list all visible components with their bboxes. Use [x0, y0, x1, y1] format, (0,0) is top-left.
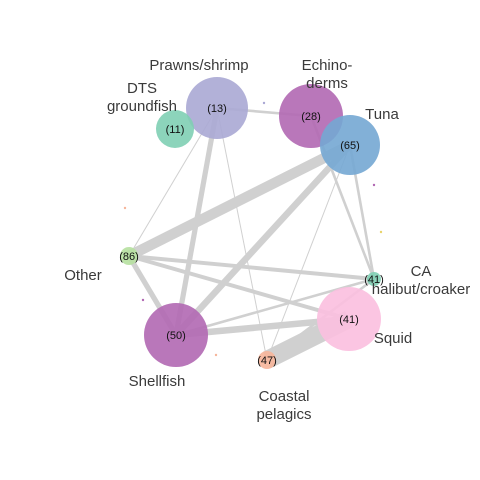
node-circle: [186, 77, 248, 139]
node-other[interactable]: (86): [119, 247, 139, 265]
node-label-line: groundfish: [107, 98, 177, 115]
node-circle: [156, 110, 194, 148]
scatter-dots: [123, 101, 383, 357]
node-circle: [258, 351, 276, 369]
node-label-line: Other: [64, 267, 102, 284]
scatter-dot: [372, 183, 376, 187]
node-count: (41): [339, 314, 359, 326]
node-label: Shellfish: [129, 373, 186, 390]
node-prawns[interactable]: (13): [186, 77, 248, 139]
node-label-line: Shellfish: [129, 373, 186, 390]
node-layer: (13) (28) (11) (65) (86) (41) (50) (41) (47): [119, 77, 384, 369]
scatter-dot: [123, 206, 127, 210]
node-label: Prawns/shrimp: [149, 57, 248, 74]
node-label: Other: [64, 267, 102, 284]
node-label: Coastal pelagics: [256, 388, 311, 423]
node-count: (13): [207, 103, 227, 115]
node-label-line: DTS: [127, 80, 157, 97]
node-label-line: pelagics: [256, 406, 311, 423]
node-label-line: Echino-: [302, 57, 353, 74]
node-label: Tuna: [365, 106, 399, 123]
edge-tuna-shellfish: [173, 142, 353, 338]
node-coastal[interactable]: (47): [257, 351, 277, 369]
edge-other-squid: [128, 254, 350, 321]
node-label-line: derms: [306, 75, 348, 92]
scatter-dot: [141, 298, 145, 302]
scatter-dot: [379, 230, 383, 234]
node-dts[interactable]: (11): [156, 110, 194, 148]
node-shellfish[interactable]: (50): [144, 303, 208, 367]
node-circle: [367, 272, 381, 286]
node-label-line: Tuna: [365, 106, 399, 123]
node-label: Squid: [374, 330, 412, 347]
node-label: CA halibut/croaker: [372, 263, 470, 298]
scatter-dot: [214, 353, 218, 357]
node-squid[interactable]: (41): [317, 287, 381, 351]
node-count: (47): [257, 355, 277, 367]
node-circle: [317, 287, 381, 351]
node-label-line: halibut/croaker: [372, 281, 470, 298]
node-label-line: Squid: [374, 330, 412, 347]
edge-other-ca_halibut: [128, 254, 375, 281]
node-label-line: Prawns/shrimp: [149, 57, 248, 74]
node-label-line: CA: [411, 263, 432, 280]
node-label-line: Coastal: [259, 388, 310, 405]
node-count: (28): [301, 111, 321, 123]
node-circle: [320, 115, 380, 175]
node-circle: [120, 247, 138, 265]
node-ca_halibut[interactable]: (41): [364, 272, 384, 286]
node-circle: [144, 303, 208, 367]
scatter-dot: [262, 101, 266, 105]
edge-prawns-coastal: [216, 107, 268, 361]
edge-tuna-other: [126, 140, 353, 261]
node-tuna[interactable]: (65): [320, 115, 380, 175]
node-label: DTS groundfish: [107, 80, 177, 115]
node-count: (41): [364, 274, 384, 286]
node-count: (65): [340, 140, 360, 152]
node-count: (50): [166, 330, 186, 342]
node-count: (11): [166, 124, 185, 136]
node-label: Echino-derms: [302, 57, 353, 92]
label-layer: Prawns/shrimp Echino-derms DTS groundfish Tu…: [64, 57, 470, 423]
node-count: (86): [119, 251, 139, 263]
